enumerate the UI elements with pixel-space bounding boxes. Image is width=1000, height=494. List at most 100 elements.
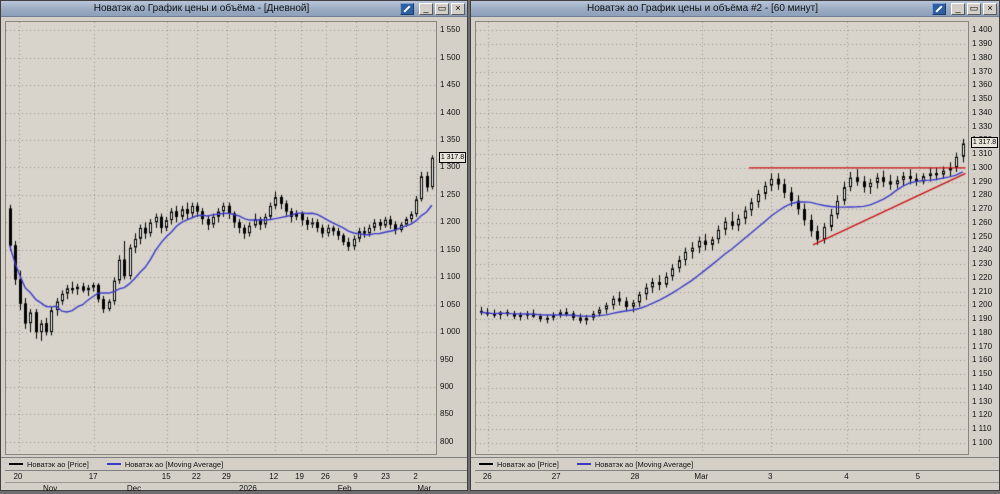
window-title: Новатэк ао График цены и объёма - [Дневн… [93,3,310,14]
candlestick-chart-canvas[interactable] [5,21,437,455]
chart-tools-button[interactable] [932,2,946,15]
price-axis-label: 1 380 [972,52,993,62]
close-button[interactable]: × [451,2,465,15]
date-axis-row-months: Nov Dec 2026 Feb Mar [5,482,467,494]
price-axis: 800 850 900 950 1 000 1 050 1 100 1 150 1 200 1 2… [437,21,467,453]
price-axis-label: 1 390 [972,39,993,48]
price-axis-label: 1 300 [440,162,461,172]
last-price-label: 1 317.8 [971,137,998,149]
date-axis[interactable]: 20 17 15 22 29 12 19 26 9 23 2 Nov Dec 2026 Feb Mar [5,470,467,494]
date-axis-label: 15 [161,472,171,481]
price-axis-label: 1 100 [972,437,993,447]
plot-area: 1 100 1 110 1 120 1 130 1 140 1 150 1 160 1 170… [471,17,999,457]
pencil-icon [935,4,943,13]
date-axis-label: Feb [337,484,352,493]
maximize-button[interactable]: ▭ [435,2,449,15]
price-axis-label: 1 130 [972,396,993,406]
date-axis-label: Mar [417,484,432,493]
date-axis-label: 9 [353,472,358,481]
price-axis-label: 1 280 [972,190,993,200]
price-line-icon [479,463,493,465]
date-axis-label: Nov [43,484,58,493]
legend-label: Новатэк ао [Moving Average] [594,459,694,469]
price-axis-label: 1 250 [440,189,461,199]
legend-label: Новатэк ао [Moving Average] [124,459,224,469]
date-axis-label: 3 [767,472,773,481]
price-axis-label: 1 330 [972,121,993,131]
legend-item-ma: Новатэк ао [Moving Average] [576,459,694,469]
price-axis-label: 1 350 [440,135,461,145]
date-axis-label: 17 [88,472,98,481]
date-axis-label: 4 [844,472,849,481]
maximize-button[interactable]: ▭ [967,2,981,15]
close-button[interactable]: × [983,2,997,15]
window-titlebar[interactable]: Новатэк ао График цены и объёма - [Дневн… [1,1,467,17]
legend-item-price: Новатэк ао [Price] [479,460,559,469]
price-axis-label: 1 190 [972,314,993,324]
plot-area: 800 850 900 950 1 000 1 050 1 100 1 150 1 200 1 2… [1,17,467,457]
window-controls: _ ▭ × [400,2,465,15]
price-axis-label: 1 340 [972,107,993,117]
window-title: Новатэк ао График цены и объёма #2 - [60… [586,3,819,14]
chart-legend: Новатэк ао [Price] Новатэк ао [Moving Av… [1,457,467,470]
price-axis-label: 800 [440,436,454,446]
price-axis-label: 1 160 [972,355,993,365]
price-axis-label: 1 350 [972,94,993,104]
legend-label: Новатэк ао [Price] [497,459,559,469]
price-axis-label: 1 240 [972,245,993,255]
window-titlebar[interactable]: Новатэк ао График цены и объёма #2 - [60… [471,1,999,17]
price-axis-label: 1 400 [972,25,993,35]
chart-window-hourly: Новатэк ао График цены и объёма #2 - [60… [470,0,1000,491]
price-axis-label: 1 150 [972,369,993,379]
date-axis-label: 26 [482,472,492,481]
date-axis-label: 19 [295,472,304,481]
price-axis-label: 1 270 [972,204,993,214]
date-axis-label: 26 [320,472,330,481]
date-axis[interactable]: 26 27 28 Mar 3 4 5 [475,470,999,492]
minimize-button[interactable]: _ [419,2,433,15]
price-axis-label: 1 100 [440,272,461,282]
price-line-icon [9,463,23,465]
candlestick-chart-canvas[interactable] [475,21,969,455]
price-axis-label: 1 310 [972,149,993,159]
price-axis: 1 100 1 110 1 120 1 130 1 140 1 150 1 160 1 170… [969,21,999,453]
window-controls: _ ▭ × [932,2,997,15]
minimize-button[interactable]: _ [951,2,965,15]
legend-item-price: Новатэк ао [Price] [9,460,89,469]
legend-item-ma: Новатэк ао [Moving Average] [106,459,224,469]
date-axis-label: 22 [191,472,201,481]
price-axis-label: 1 120 [972,410,993,420]
date-axis-label: 27 [551,472,561,481]
date-axis-label: 12 [269,472,279,481]
price-axis-label: 1 370 [972,66,993,76]
price-axis-label: 1 260 [972,217,993,227]
price-axis-label: 1 210 [972,286,993,296]
chart-tools-button[interactable] [400,2,414,15]
price-axis-label: 1 360 [972,80,993,90]
last-price-label: 1 317.8 [439,151,466,163]
date-axis-row-days: 26 27 28 Mar 3 4 5 [475,471,999,482]
price-axis-label: 1 400 [440,107,461,117]
price-axis-label: 1 290 [972,176,993,186]
price-axis-label: 900 [440,382,454,392]
price-axis-label: 1 230 [972,259,993,269]
date-axis-label: 20 [13,472,23,481]
date-axis-row-days: 20 17 15 22 29 12 19 26 9 23 2 [5,471,467,482]
moving-average-line-icon [576,463,591,465]
date-axis-label: 2 [413,472,418,481]
price-axis-label: 1 550 [440,25,461,35]
price-axis-label: 1 220 [972,272,993,282]
date-axis-label: 23 [381,472,390,481]
price-axis-label: 950 [440,354,454,364]
price-axis-label: 1 140 [972,382,993,392]
price-axis-label: 1 000 [440,327,461,337]
price-axis-label: 1 200 [440,217,461,227]
price-axis-label: 1 500 [440,52,461,62]
price-axis-label: 1 450 [440,80,461,90]
price-axis-label: 1 050 [440,299,461,309]
date-axis-label: 29 [221,472,231,481]
pencil-icon [403,4,411,13]
price-axis-label: 1 300 [972,162,993,172]
date-axis-label: 2026 [239,484,257,493]
date-axis-label: Dec [126,484,142,493]
